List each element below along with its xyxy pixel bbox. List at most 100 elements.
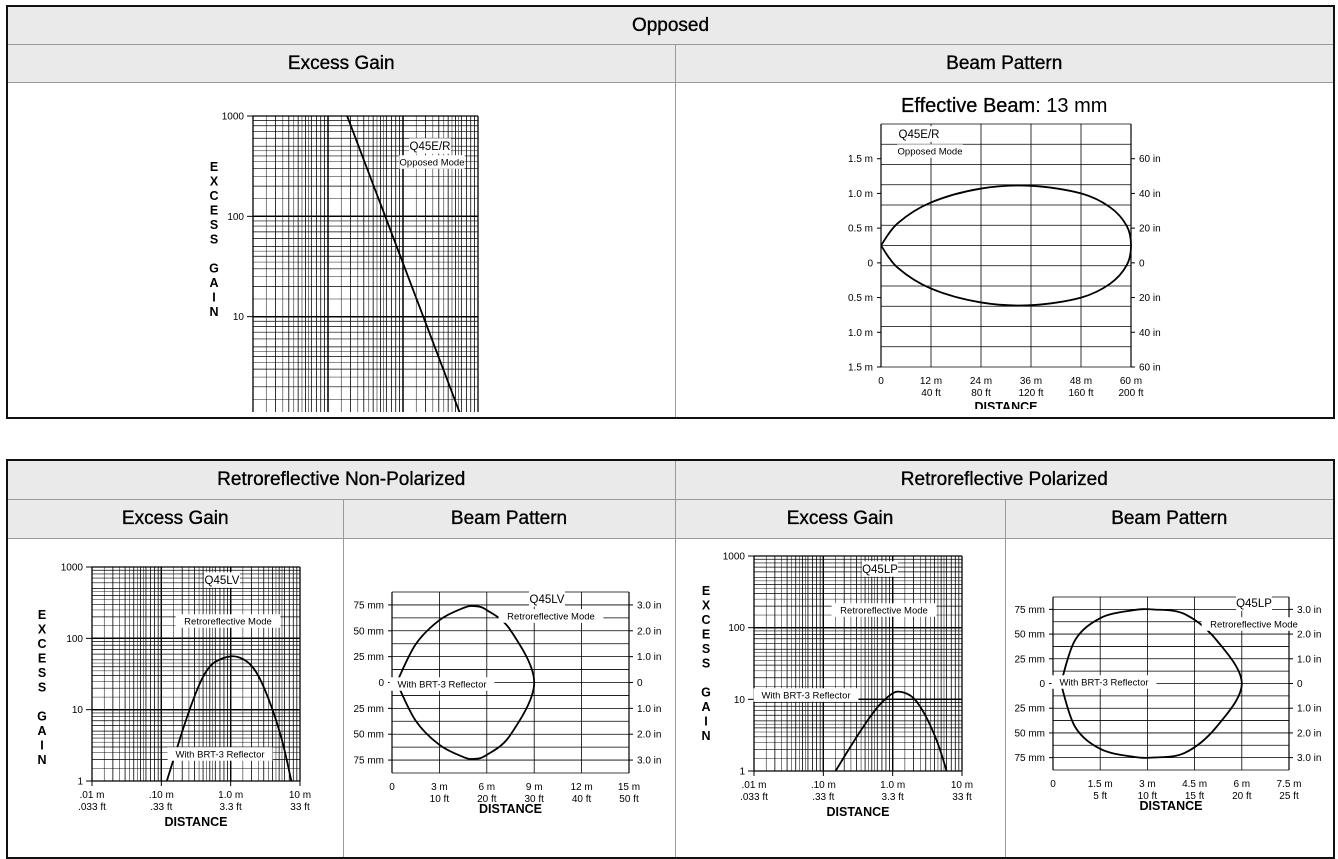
y-axis-title-letter: E: [38, 608, 46, 622]
y-tick-label: 100: [728, 623, 745, 634]
y-tick-label: 1000: [722, 552, 745, 563]
beam-x-tick-ft: 50 ft: [619, 794, 639, 805]
beam-envelope-curve: [879, 184, 1132, 307]
p-col-header-excess-gain: Excess Gain: [674, 499, 1006, 539]
y-axis-title-letter: I: [40, 739, 43, 753]
beam-left-tick: 0: [378, 678, 384, 689]
beam-x-tick-ft: 40 ft: [571, 794, 591, 805]
excess-gain-curve: [165, 655, 293, 782]
beam-right-tick: 60 in: [1139, 154, 1161, 165]
model-label-bg: [204, 572, 240, 588]
y-axis-title-letter: E: [701, 628, 709, 642]
y-axis-title-letter: S: [38, 666, 46, 680]
reflector-label: With BRT-3 Reflector: [175, 749, 264, 760]
beam-x-tick-m: 15 m: [617, 782, 639, 793]
y-axis-title-letter: C: [209, 189, 218, 203]
beam-x-tick-m: 3 m: [431, 782, 448, 793]
y-axis-title-letter: N: [701, 729, 710, 743]
y-tick-label: 100: [66, 634, 83, 645]
x-tick-label-m: 1.0 m: [218, 790, 243, 801]
beam-right-tick: 1.0 in: [1297, 704, 1321, 715]
beam-right-tick: 20 in: [1139, 293, 1161, 304]
beam-left-tick: 0: [867, 258, 873, 269]
beam-right-tick: 40 in: [1139, 189, 1161, 200]
beam-x-tick-ft: 15 ft: [1184, 791, 1204, 802]
p-col-header-beam-pattern: Beam Pattern: [1004, 499, 1335, 539]
y-tick-label: 10: [233, 312, 245, 323]
y-axis-title-letter: A: [701, 700, 710, 714]
beam-right-tick: 3.0 in: [637, 600, 661, 611]
beam-left-tick: 25 mm: [353, 704, 384, 715]
beam-x-tick-ft: 30 ft: [524, 794, 544, 805]
beam-mode-label-bg: [896, 144, 963, 158]
x-axis-title: DISTANCE: [165, 815, 228, 829]
p-beam-pattern-cell: 75 mm 3.0 in 50 mm 2.0 in 25 mm 1.0 in 0 0 25 mm…: [1004, 538, 1335, 859]
beam-left-tick: 75 mm: [1014, 605, 1045, 616]
np-col-header-excess-gain: Excess Gain: [6, 499, 344, 539]
beam-x-tick-ft: 20 ft: [1232, 791, 1252, 802]
col-header-excess-gain: Excess Gain: [6, 44, 676, 83]
y-axis-title-letter: N: [37, 753, 46, 767]
beam-left-tick: 75 mm: [1014, 753, 1045, 764]
x-tick-label-ft: 33 ft: [952, 792, 972, 803]
beam-x-axis-title: DISTANCE: [1139, 799, 1202, 813]
beam-reflector-label: With BRT-3 Reflector: [397, 679, 486, 690]
y-axis-title-letter: G: [701, 686, 711, 700]
y-axis-title-letter: E: [210, 204, 218, 218]
model-label: Q45LP: [862, 564, 898, 576]
beam-x-tick-ft: 120 ft: [1018, 388, 1043, 399]
beam-right-tick: 1.0 in: [637, 652, 661, 663]
beam-right-tick: 2.0 in: [637, 626, 661, 637]
y-axis-title-letter: S: [701, 657, 709, 671]
np-beam-pattern-cell: 75 mm 3.0 in 50 mm 2.0 in 25 mm 1.0 in 0 0 25 mm…: [342, 538, 676, 859]
mode-label-bg: [831, 603, 936, 617]
beam-left-tick: 0.5 m: [847, 293, 872, 304]
beam-left-tick: 50 mm: [1014, 728, 1045, 739]
p-excess-gain-chart: 1000 100 10 1 .01 m.033 ft .10 m.33 ft 1.0 m3.…: [701, 552, 973, 820]
beam-left-tick: 1.0 m: [847, 328, 872, 339]
x-axis-title: DISTANCE: [826, 805, 889, 819]
beam-mode-label: Retroreflective Mode: [507, 611, 595, 622]
np-col-header-beam-pattern: Beam Pattern: [342, 499, 676, 539]
reflector-label-bg: [167, 747, 273, 761]
beam-reflector-label-bg: [1051, 675, 1156, 689]
section-title-polarized: Retroreflective Polarized: [674, 459, 1335, 500]
beam-left-tick: 1.0 m: [847, 189, 872, 200]
beam-left-tick: 25 mm: [1014, 654, 1045, 665]
x-tick-label-m: .10 m: [149, 790, 174, 801]
beam-x-tick-m: 6 m: [478, 782, 495, 793]
beam-right-tick: 3.0 in: [637, 756, 661, 767]
beam-x-tick-ft: 40 ft: [921, 388, 941, 399]
y-tick-label: 10: [72, 705, 84, 716]
beam-right-tick: 1.0 in: [1297, 654, 1321, 665]
beam-x-tick-ft: 80 ft: [971, 388, 991, 399]
beam-model-label-bg: [897, 126, 940, 142]
mode-label: Retroreflective Mode: [840, 605, 928, 616]
x-tick-label-ft: 33 ft: [290, 802, 310, 813]
beam-right-tick: 40 in: [1139, 328, 1161, 339]
beam-x-tick-ft: 200 ft: [1118, 388, 1143, 399]
beam-model-label-bg: [528, 591, 565, 607]
beam-model-label-bg: [1235, 595, 1272, 611]
beam-x-tick-m: 60 m: [1119, 376, 1141, 387]
effective-beam-value: : 13 mm: [1035, 95, 1108, 117]
beam-right-tick: 1.0 in: [637, 704, 661, 715]
beam-x-tick-m: 3 m: [1139, 779, 1156, 790]
beam-right-tick: 2.0 in: [1297, 630, 1321, 641]
beam-right-tick: 0: [1297, 679, 1303, 690]
x-tick-label-m: .10 m: [810, 780, 835, 791]
y-axis-title-letter: E: [38, 652, 46, 666]
y-axis-title-letter: X: [210, 175, 219, 189]
beam-right-tick: 0: [637, 678, 643, 689]
beam-left-tick: 50 mm: [353, 730, 384, 741]
x-tick-label-m: 10 m: [950, 780, 972, 791]
beam-envelope-curve: [395, 605, 535, 760]
y-axis-title-letter: S: [210, 218, 218, 232]
x-tick-label-ft: .033 ft: [78, 802, 106, 813]
y-axis-title-letter: C: [701, 613, 710, 627]
beam-model-label: Q45LV: [529, 594, 564, 606]
beam-left-tick: 0: [1039, 679, 1045, 690]
beam-x-tick-m: 0: [1050, 779, 1056, 790]
model-label-bg: [409, 138, 451, 154]
y-axis-title-letter: S: [701, 642, 709, 656]
